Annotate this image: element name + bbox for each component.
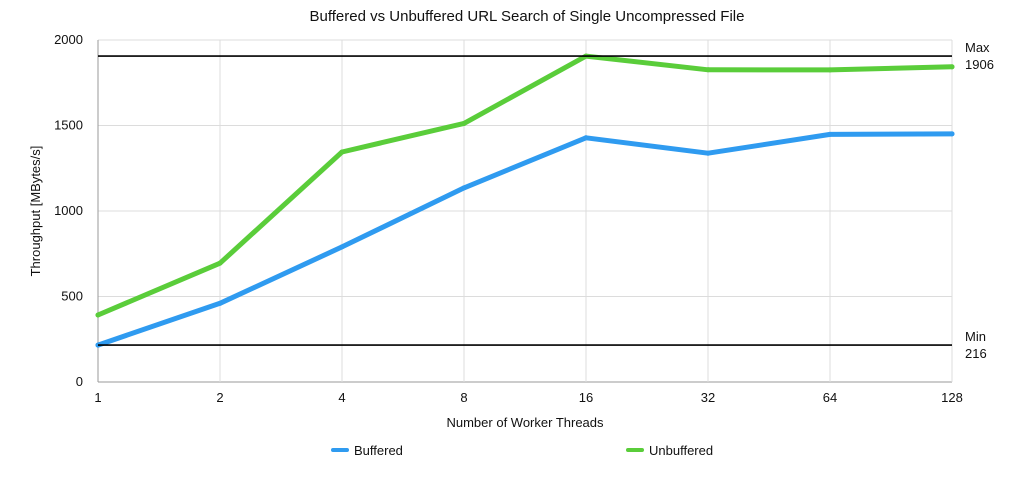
x-tick-label: 8 [460, 390, 467, 405]
x-axis-ticks: 1 2 4 8 16 32 64 128 [94, 390, 962, 405]
x-tick-label: 32 [701, 390, 715, 405]
chart-title: Buffered vs Unbuffered URL Search of Sin… [310, 8, 745, 25]
x-tick-label: 16 [579, 390, 593, 405]
reference-label-value: 216 [965, 346, 987, 361]
x-tick-label: 2 [216, 390, 223, 405]
data-point [705, 67, 711, 73]
data-point [339, 149, 345, 155]
data-point [461, 185, 467, 191]
y-tick-label: 0 [76, 374, 83, 389]
data-point [217, 260, 223, 266]
x-axis-label: Number of Worker Threads [446, 415, 604, 430]
data-point [705, 150, 711, 156]
data-point [949, 64, 955, 70]
data-point [217, 300, 223, 306]
reference-label-value: 1906 [965, 57, 994, 72]
data-point [827, 131, 833, 137]
legend-label: Buffered [354, 443, 403, 458]
data-point [461, 120, 467, 126]
x-tick-label: 64 [823, 390, 837, 405]
y-axis-ticks: 0 500 1000 1500 2000 [54, 32, 83, 389]
reference-label-name: Max [965, 40, 990, 55]
y-tick-label: 500 [61, 289, 83, 304]
data-point [339, 244, 345, 250]
series-lines [95, 53, 955, 348]
y-axis-label: Throughput [MBytes/s] [28, 146, 43, 277]
legend-label: Unbuffered [649, 443, 713, 458]
data-point [827, 67, 833, 73]
y-tick-label: 2000 [54, 32, 83, 47]
y-tick-label: 1500 [54, 118, 83, 133]
x-tick-label: 128 [941, 390, 963, 405]
series-unbuffered [95, 53, 955, 318]
data-point [949, 131, 955, 137]
data-point [95, 312, 101, 318]
legend: Buffered Unbuffered [331, 443, 713, 458]
y-tick-label: 1000 [54, 203, 83, 218]
reference-label-name: Min [965, 329, 986, 344]
series-line-buffered [95, 131, 955, 348]
series-buffered [95, 131, 955, 348]
reference-lines: Max 1906 Min 216 [98, 40, 994, 361]
data-point [583, 135, 589, 141]
x-tick-label: 4 [338, 390, 345, 405]
series-line-unbuffered [95, 53, 955, 318]
x-tick-label: 1 [94, 390, 101, 405]
